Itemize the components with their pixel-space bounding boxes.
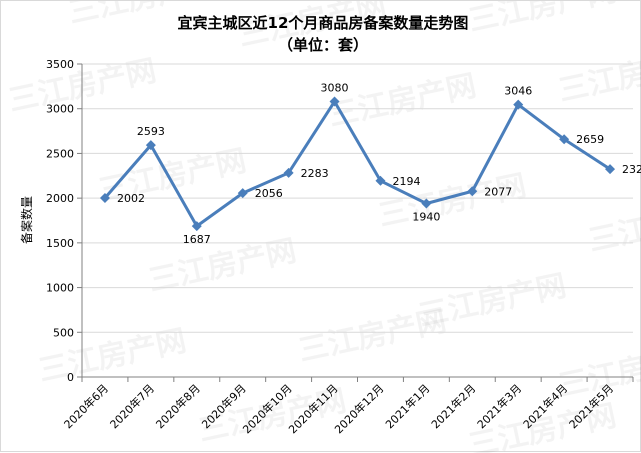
x-tick-label: 2020年6月 — [61, 381, 111, 431]
y-tick-label: 2000 — [46, 192, 74, 205]
y-tick-label: 2500 — [46, 147, 74, 160]
data-label: 2593 — [137, 125, 165, 138]
watermark-text: 三江房产网 — [295, 303, 449, 368]
data-point — [605, 164, 616, 175]
data-label: 3080 — [321, 82, 349, 95]
data-label: 2077 — [484, 185, 512, 198]
x-tick-label: 2020年7月 — [107, 381, 157, 431]
series-layer: 2002 2593 1687 2056 2283 3080 2194 1940 2077 3046… — [99, 82, 641, 246]
data-label: 2002 — [117, 192, 145, 205]
data-point — [329, 96, 340, 107]
y-tick-label: 3000 — [46, 103, 74, 116]
data-point — [467, 186, 478, 197]
watermark-text: 三江房产网 — [465, 1, 619, 39]
chart-title: 宜宾主城区近12个月商品房备案数量走势图 — [178, 14, 469, 32]
data-point — [375, 175, 386, 186]
watermark-text: 三江房产网 — [585, 193, 641, 258]
data-point — [283, 167, 294, 178]
data-point — [145, 140, 156, 151]
y-tick-label: 3500 — [46, 58, 74, 71]
y-tick-label: 1500 — [46, 237, 74, 250]
watermark-text: 三江房产网 — [555, 43, 641, 108]
data-point — [191, 221, 202, 232]
series-line — [103, 100, 611, 228]
x-tick-label: 2021年2月 — [428, 381, 478, 431]
y-axis: 0 500 1000 1500 2000 2500 3000 3500 — [46, 58, 83, 384]
gridlines — [82, 63, 633, 333]
data-point — [513, 99, 524, 110]
data-point — [237, 188, 248, 199]
data-point — [421, 198, 432, 209]
data-point — [559, 134, 570, 145]
data-label: 2056 — [255, 187, 283, 200]
y-tick-label: 1000 — [46, 282, 74, 295]
x-tick-label: 2021年1月 — [382, 381, 432, 431]
data-label: 2324 — [622, 163, 641, 176]
data-label: 1940 — [412, 211, 440, 224]
chart-subtitle: （单位：套） — [278, 36, 368, 54]
y-tick-label: 0 — [67, 371, 74, 384]
data-point — [99, 192, 110, 203]
data-label: 2194 — [392, 175, 420, 188]
y-axis-label: 备案数量 — [19, 196, 34, 244]
data-label: 1687 — [183, 233, 211, 246]
data-label: 2659 — [576, 133, 604, 146]
x-tick-label: 2020年8月 — [153, 381, 203, 431]
data-label: 2283 — [301, 167, 329, 180]
data-label: 3046 — [504, 85, 532, 98]
y-tick-label: 500 — [53, 326, 74, 339]
